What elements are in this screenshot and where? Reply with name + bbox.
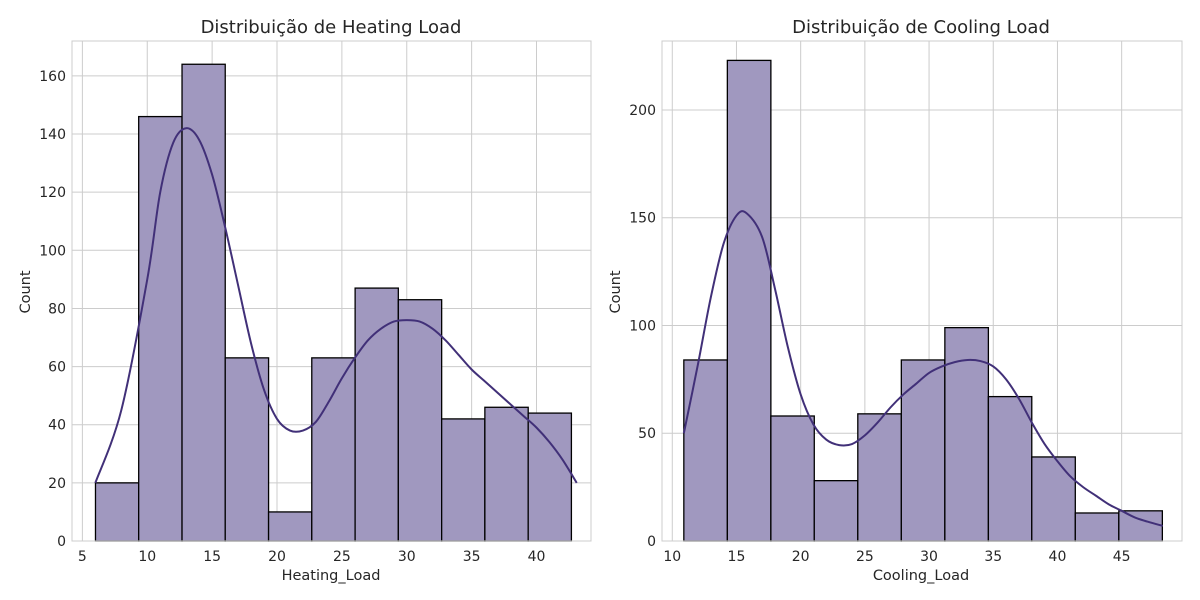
x-tick-label: 25: [856, 549, 874, 565]
histogram-bar: [1031, 456, 1076, 542]
x-tick-label: 40: [528, 549, 546, 565]
histogram-bar: [900, 359, 946, 542]
x-tick-label: 10: [138, 549, 156, 565]
x-tick-label: 20: [792, 549, 810, 565]
y-tick-label: 0: [647, 534, 656, 550]
y-tick-label: 20: [48, 476, 66, 492]
histogram-bar: [311, 357, 356, 542]
plot-area: 10 15 20 25 30 35 40 45 0 50 100 150 200: [629, 40, 1183, 565]
histogram-bar: [138, 115, 183, 542]
histogram-bar: [527, 412, 573, 542]
y-tick-label: 200: [629, 103, 656, 119]
histogram-bar: [484, 406, 529, 542]
x-tick-label: 30: [398, 549, 416, 565]
heating-load-histogram: 5 10 15 20 25 30 35 40 0 20 40 60 80 100 120 140 160 Dis…: [18, 17, 592, 584]
kde-curve: [682, 210, 1164, 527]
y-tick-label: 140: [39, 127, 66, 143]
x-tick-label: 35: [463, 549, 481, 565]
x-tick-label: 15: [203, 549, 221, 565]
plot-frame: [71, 40, 592, 542]
x-tick-label: 35: [984, 549, 1002, 565]
y-tick-label: 150: [629, 211, 656, 227]
histogram-bar: [1118, 510, 1164, 542]
y-tick-label: 40: [48, 418, 66, 434]
x-axis-label: Heating_Load: [282, 568, 381, 584]
x-tick-label: 25: [333, 549, 351, 565]
histogram-bar: [441, 418, 486, 542]
histogram-bar: [683, 359, 729, 542]
histogram-bar: [726, 59, 772, 542]
y-tick-label: 100: [629, 318, 656, 334]
histogram-bar: [181, 63, 226, 542]
histogram-bar: [94, 482, 140, 542]
x-tick-label: 5: [78, 549, 87, 565]
y-tick-label: 160: [39, 69, 66, 85]
histogram-bar: [354, 287, 399, 542]
x-tick-label: 10: [663, 549, 681, 565]
y-axis-label: Count: [608, 270, 624, 313]
plot-area: 5 10 15 20 25 30 35 40 0 20 40 60 80 100 120 140 160: [39, 40, 592, 565]
kde-curve: [94, 127, 578, 484]
histogram-bar: [987, 395, 1033, 542]
cooling-load-histogram: 10 15 20 25 30 35 40 45 0 50 100 150 200 Distribuiçã…: [608, 17, 1183, 584]
histogram-bar: [1074, 512, 1120, 542]
x-tick-label: 15: [728, 549, 746, 565]
x-tick-label: 40: [1049, 549, 1067, 565]
x-axis-label: Cooling_Load: [873, 568, 969, 584]
y-tick-label: 120: [39, 185, 66, 201]
histogram-bar: [397, 299, 443, 542]
x-tick-label: 20: [268, 549, 286, 565]
chart-title: Distribuição de Cooling Load: [792, 17, 1050, 38]
plot-frame: [661, 40, 1183, 542]
y-tick-label: 80: [48, 301, 66, 317]
histogram-bar: [857, 413, 902, 542]
histogram-bar: [224, 357, 270, 542]
y-tick-label: 50: [638, 426, 656, 442]
y-tick-label: 60: [48, 360, 66, 376]
y-tick-label: 100: [39, 243, 66, 259]
x-tick-label: 30: [920, 549, 938, 565]
chart-title: Distribuição de Heating Load: [201, 17, 462, 38]
y-axis-label: Count: [18, 270, 34, 313]
histogram-bar: [770, 415, 815, 542]
histogram-bar: [267, 511, 313, 542]
histogram-bar: [813, 480, 859, 542]
x-tick-label: 45: [1113, 549, 1131, 565]
y-tick-label: 0: [57, 534, 66, 550]
